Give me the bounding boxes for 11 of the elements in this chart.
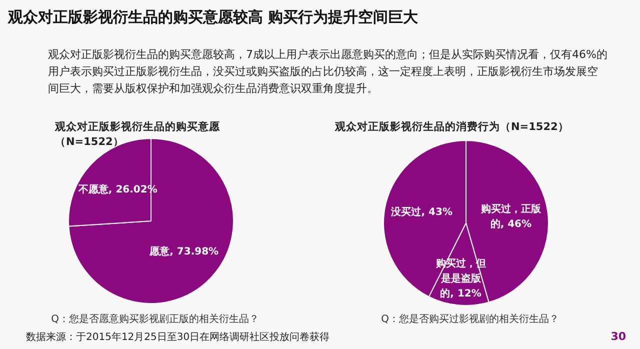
text: 观众对正版影视衍生品的购买意愿较高，7成以上用户表示出愿意购买的意向；但是从实际购买情况看，仅有46%的用户表示购买过正版影视衍生品，没买过或购买盗版的占比仍较高，这一定程度上表明，正版影视衍生市场发展空间巨大，需要从版权保护和加强观众衍生品消费意识双重角度提升。 [48, 47, 608, 97]
chart-title: 观众对正版影视衍生品的购买意愿（N=1522） [55, 120, 221, 150]
slice-label: 购买过，正版的, 46% [480, 202, 542, 230]
slice-label: 愿意, 73.98% [148, 246, 219, 258]
source-note: 数据来源：于2015年12月25日至30日在网络调研社区投放问卷获得 [26, 330, 330, 344]
slice-label: 没买过, 43% [390, 206, 452, 218]
text: Q：您是否愿意购买影视剧正版的相关衍生品？ [50, 312, 260, 326]
text: 观众对正版影视衍生品的购买意愿较高 购买行为提升空间巨大 [8, 8, 418, 27]
chart-title: 观众对正版影视衍生品的消费行为（N=1522） [335, 120, 570, 135]
text: 30 [610, 330, 626, 343]
text: Q：您是否购买过影视剧的相关衍生品？ [380, 312, 560, 326]
